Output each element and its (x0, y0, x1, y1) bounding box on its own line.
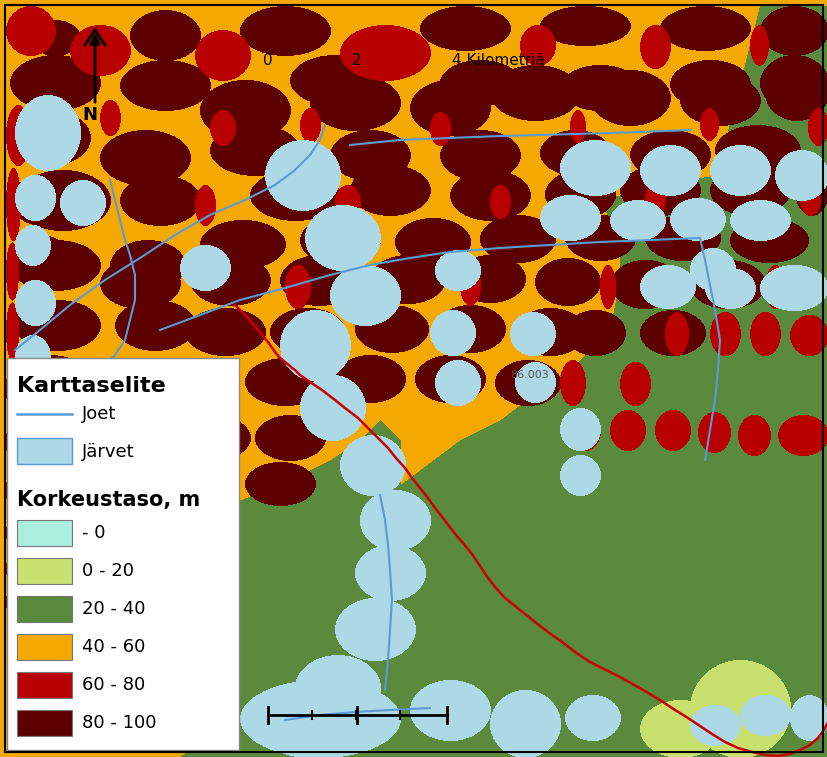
Bar (17, 634, 72, 660)
Text: 40 - 60: 40 - 60 (82, 638, 146, 656)
Text: 0 - 20: 0 - 20 (82, 562, 134, 580)
Bar (17, 596, 72, 622)
Bar (17, 520, 72, 546)
Text: 80 - 100: 80 - 100 (82, 714, 156, 732)
Text: Joet: Joet (82, 405, 117, 423)
Text: N: N (82, 106, 97, 124)
Bar (17, 558, 72, 584)
Bar (17, 438, 72, 464)
Bar (17, 672, 72, 698)
Text: Järvet: Järvet (82, 443, 135, 461)
Text: 60 - 80: 60 - 80 (82, 676, 145, 694)
Text: 2: 2 (351, 53, 361, 68)
Bar (7, 358, 239, 750)
Text: 86.003: 86.003 (509, 370, 548, 380)
Text: 20 - 40: 20 - 40 (82, 600, 146, 618)
Text: Karttaselite: Karttaselite (17, 376, 165, 396)
Text: Korkeustaso, m: Korkeustaso, m (17, 490, 200, 510)
Text: 0: 0 (263, 53, 272, 68)
Text: - 0: - 0 (82, 524, 105, 542)
Text: 4 Kilometriä: 4 Kilometriä (452, 53, 544, 68)
Bar (17, 710, 72, 736)
